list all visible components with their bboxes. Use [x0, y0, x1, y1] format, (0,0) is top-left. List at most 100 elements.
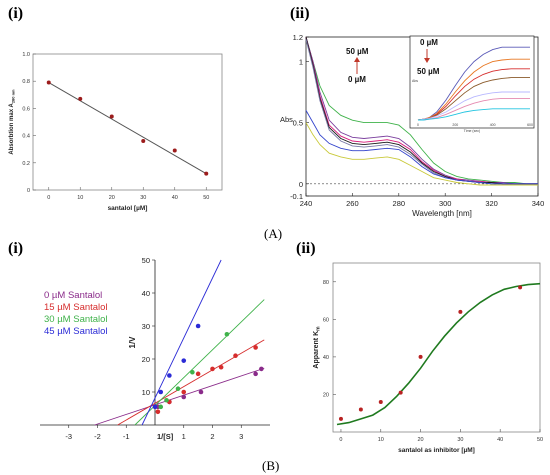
- data-point: [259, 366, 264, 372]
- kinetic-line: [417, 91, 530, 121]
- plot-frame: [305, 36, 539, 197]
- x-tick-label: -1: [123, 432, 130, 441]
- y-axis-label: Abs: [280, 115, 293, 124]
- spectrum-line: [305, 39, 538, 185]
- data-point: [195, 371, 201, 377]
- data-point: [109, 114, 114, 119]
- kinetic-line: [417, 46, 530, 121]
- data-point: [78, 96, 83, 101]
- y-tick-label: 0.5: [293, 119, 303, 128]
- x-tick-label: 3: [239, 432, 243, 441]
- data-point: [398, 390, 403, 395]
- x-tick-label: 2: [210, 432, 214, 441]
- x-tick-label: 280: [393, 199, 406, 208]
- x-tick-label: 1: [182, 432, 186, 441]
- y-tick-label: 40: [323, 355, 329, 361]
- data-point: [358, 407, 363, 412]
- x-tick-label: 20: [418, 437, 424, 443]
- data-point: [210, 366, 215, 372]
- kinetic-line: [417, 77, 530, 121]
- y-tick-label: 40: [142, 289, 150, 298]
- kinetic-line: [418, 97, 530, 121]
- x-tick-label: 320: [485, 199, 498, 208]
- y-tick-label: 0.2: [22, 161, 30, 167]
- data-point: [158, 404, 164, 410]
- legend-entry: 45 µM Santalol: [44, 326, 108, 337]
- data-point: [224, 331, 230, 337]
- data-point: [164, 397, 169, 403]
- x-tick-label: 10: [378, 437, 384, 443]
- data-point: [155, 409, 161, 415]
- panel-label-a-i: (i): [8, 5, 24, 22]
- x-tick-label: 300: [439, 199, 452, 208]
- data-point: [46, 80, 51, 85]
- y-axis-label: Apparent Km: [313, 326, 322, 369]
- fit-line: [94, 367, 265, 426]
- data-point: [181, 358, 187, 363]
- x-tick-label: 40: [497, 437, 503, 443]
- inset-y-axis-label: Abs: [412, 79, 418, 83]
- y-tick-label: 1.2: [293, 33, 303, 42]
- data-point: [338, 416, 343, 421]
- data-point: [181, 389, 187, 395]
- data-point: [167, 399, 172, 405]
- fit-line: [134, 299, 265, 426]
- annotation-top: 50 µM: [346, 47, 369, 56]
- data-point: [233, 353, 238, 359]
- x-tick-label: -3: [65, 432, 72, 441]
- y-tick-label: 10: [142, 388, 150, 397]
- annotation-arrowhead: [354, 57, 360, 62]
- x-tick-label: 30: [140, 195, 146, 201]
- inset-x-tick-label: 0: [417, 123, 419, 127]
- data-point: [195, 323, 201, 329]
- inset-x-tick-label: 200: [452, 123, 458, 127]
- data-point: [172, 148, 177, 153]
- inset-annotation-bottom: 50 µM: [417, 67, 440, 76]
- spectrum-line: [305, 36, 538, 185]
- x-tick-label: 50: [203, 195, 209, 201]
- y-tick-label: 0.6: [22, 106, 30, 112]
- inset-x-axis-label: Time (sec): [464, 129, 480, 133]
- figure-label-a: (A): [264, 226, 283, 241]
- data-point: [175, 386, 181, 392]
- spectrum-line: [305, 36, 538, 185]
- data-point: [218, 364, 224, 370]
- spectrum-line: [305, 36, 538, 185]
- x-tick-label: 30: [457, 437, 463, 443]
- data-point: [458, 309, 463, 314]
- data-point: [418, 354, 423, 359]
- y-tick-label: 1: [299, 57, 303, 66]
- x-tick-label: -2: [94, 432, 101, 441]
- inset-annotation-top: 0 µM: [420, 38, 438, 47]
- y-tick-label: 0: [299, 180, 303, 189]
- fit-line: [48, 82, 207, 175]
- plot-frame: [332, 262, 541, 433]
- x-tick-label: 10: [77, 195, 83, 201]
- y-tick-label: 60: [323, 317, 329, 323]
- y-tick-label: 80: [323, 280, 329, 286]
- data-point: [141, 139, 146, 144]
- x-tick-label: 240: [300, 199, 313, 208]
- inset-x-tick-label: 600: [527, 123, 533, 127]
- y-tick-label: 0.4: [22, 134, 30, 140]
- data-point: [167, 373, 172, 378]
- data-point: [518, 285, 523, 290]
- y-tick-label: -0.1: [290, 192, 303, 201]
- inset-frame: [409, 35, 535, 129]
- x-tick-label: 20: [109, 195, 115, 201]
- data-point: [253, 371, 258, 377]
- y-tick-label: 50: [142, 256, 150, 265]
- y-tick-label: 20: [142, 355, 150, 364]
- panel-label-a-ii: (ii): [290, 5, 310, 22]
- spectrum-line: [305, 110, 538, 185]
- kinetic-line: [417, 58, 530, 121]
- x-tick-label: 260: [346, 199, 359, 208]
- y-tick-label: 0.8: [22, 79, 30, 85]
- x-axis-label: santalol [µM]: [108, 205, 148, 212]
- y-axis-label: 1/V: [128, 336, 137, 349]
- plot-frame: [32, 53, 223, 191]
- legend-entry: 0 µM Santalol: [44, 290, 102, 301]
- legend-entry: 15 µM Santalol: [44, 302, 108, 313]
- y-tick-label: 0: [27, 188, 30, 194]
- fit-curve: [336, 282, 541, 426]
